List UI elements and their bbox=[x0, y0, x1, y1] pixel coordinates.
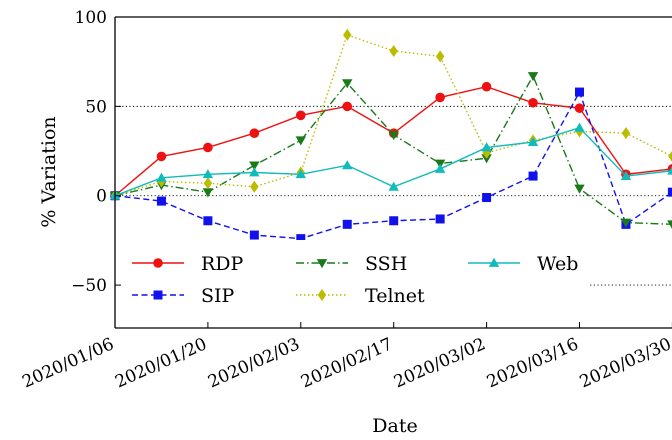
x-tick-label: 2020/03/16 bbox=[484, 334, 582, 392]
point-marker bbox=[295, 136, 306, 146]
point-marker bbox=[342, 160, 353, 170]
point-marker bbox=[156, 196, 166, 206]
point-marker bbox=[250, 180, 259, 193]
legend-label: RDP bbox=[201, 253, 244, 275]
point-marker bbox=[482, 193, 492, 203]
point-marker bbox=[295, 169, 306, 179]
point-marker bbox=[435, 50, 445, 63]
legend-label: Web bbox=[537, 253, 578, 275]
point-marker bbox=[574, 122, 585, 132]
point-marker bbox=[528, 97, 538, 108]
point-marker bbox=[481, 81, 492, 92]
point-marker bbox=[574, 184, 585, 194]
legend: RDP SIP SSH Telnet Web bbox=[122, 240, 590, 314]
series-line bbox=[114, 33, 672, 197]
x-tick-label: 2020/01/06 bbox=[19, 334, 117, 392]
point-marker bbox=[389, 216, 399, 226]
point-marker bbox=[203, 142, 213, 153]
point-marker bbox=[156, 151, 167, 162]
y-tick-label: −50 bbox=[71, 276, 107, 296]
point-marker bbox=[435, 214, 445, 224]
point-marker bbox=[574, 103, 585, 113]
x-tick-label: 2020/02/03 bbox=[205, 334, 303, 392]
point-marker bbox=[316, 259, 328, 269]
point-marker bbox=[668, 150, 672, 162]
point-marker bbox=[527, 136, 539, 147]
axes bbox=[114, 16, 672, 329]
point-marker bbox=[389, 44, 398, 57]
point-marker bbox=[667, 166, 672, 175]
point-marker bbox=[667, 220, 672, 229]
legend-label: SSH bbox=[365, 253, 407, 275]
series-sip bbox=[110, 87, 672, 244]
point-marker bbox=[203, 216, 213, 226]
legend-box bbox=[122, 240, 590, 314]
point-marker bbox=[153, 290, 163, 300]
point-marker bbox=[575, 87, 584, 97]
point-marker bbox=[481, 142, 492, 152]
x-tick-label: 2020/01/20 bbox=[112, 334, 210, 392]
x-axis-label: Date bbox=[372, 415, 417, 437]
point-marker bbox=[317, 289, 327, 301]
x-tick-label: 2020/03/02 bbox=[391, 334, 489, 392]
legend-item-ssh: SSH bbox=[296, 253, 407, 275]
point-marker bbox=[342, 101, 353, 112]
point-marker bbox=[434, 163, 446, 173]
point-marker bbox=[388, 131, 399, 141]
point-marker bbox=[527, 72, 539, 82]
legend-label: Telnet bbox=[365, 285, 425, 307]
legend-item-web: Web bbox=[468, 253, 578, 275]
point-marker bbox=[621, 127, 631, 140]
point-marker bbox=[296, 110, 306, 121]
point-marker bbox=[342, 219, 352, 229]
point-marker bbox=[249, 167, 260, 177]
point-marker bbox=[488, 257, 500, 267]
point-marker bbox=[481, 154, 492, 164]
point-marker bbox=[343, 28, 352, 41]
series-web bbox=[109, 122, 672, 200]
point-marker bbox=[667, 187, 672, 197]
y-tick-label: 0 bbox=[96, 187, 107, 207]
point-marker bbox=[342, 79, 353, 89]
point-marker bbox=[388, 181, 399, 191]
series-line bbox=[114, 85, 672, 197]
legend-item-rdp: RDP bbox=[132, 253, 244, 275]
point-marker bbox=[528, 171, 538, 181]
y-axis-label: % Variation bbox=[38, 116, 60, 227]
legend-item-sip: SIP bbox=[132, 285, 235, 307]
point-marker bbox=[620, 170, 632, 180]
legend-label: SIP bbox=[201, 285, 235, 307]
x-tick-labels: 2020/01/062020/01/202020/02/032020/02/17… bbox=[19, 334, 672, 392]
point-marker bbox=[203, 177, 213, 190]
point-marker bbox=[435, 92, 445, 103]
series-line bbox=[114, 74, 672, 226]
point-marker bbox=[156, 172, 167, 182]
point-marker bbox=[249, 230, 259, 240]
point-marker bbox=[202, 188, 214, 198]
point-marker bbox=[249, 161, 260, 171]
point-marker bbox=[296, 234, 306, 244]
point-marker bbox=[620, 218, 632, 228]
point-marker bbox=[202, 169, 214, 179]
y-tick-labels: −50 0 50 100 bbox=[71, 8, 107, 296]
point-marker bbox=[249, 128, 260, 138]
x-tick-label: 2020/03/30 bbox=[577, 334, 672, 392]
series-group bbox=[109, 28, 672, 244]
point-marker bbox=[153, 258, 163, 268]
legend-item-telnet: Telnet bbox=[296, 285, 425, 307]
x-tick-label: 2020/02/17 bbox=[298, 334, 396, 392]
y-tick-label: 50 bbox=[85, 97, 107, 117]
series-rdp bbox=[110, 81, 672, 201]
y-tick-label: 100 bbox=[75, 8, 107, 28]
